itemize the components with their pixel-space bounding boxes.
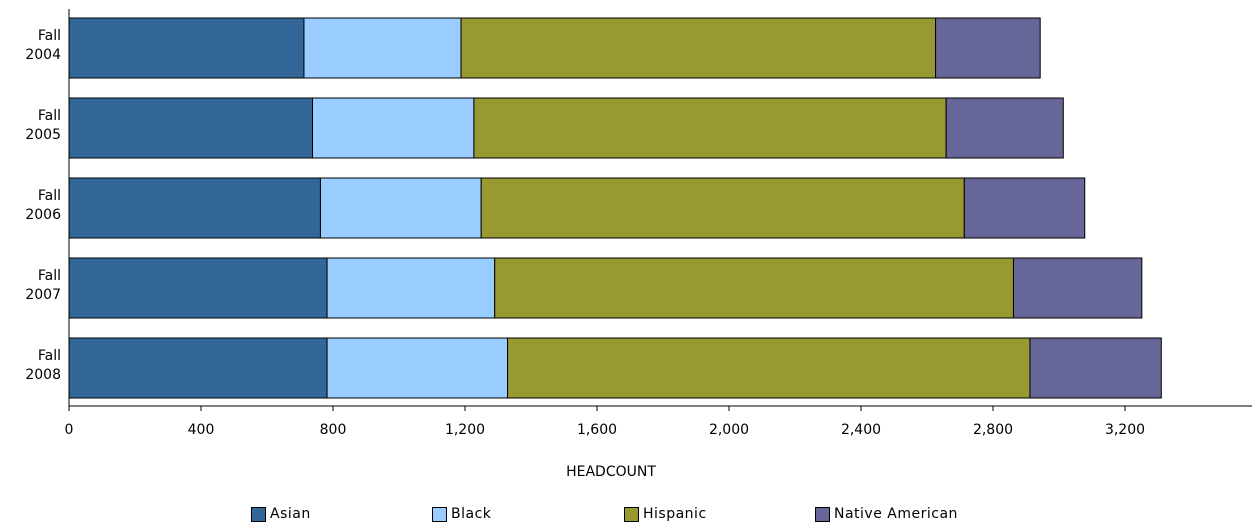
bar-asian-fall-2007: [68, 257, 328, 319]
x-tick-label: 2,000: [709, 422, 749, 438]
bar-native-american-fall-2007: [1012, 257, 1143, 319]
y-tick-label: Fall 2004: [25, 28, 61, 63]
bar-native-american-fall-2008: [1029, 337, 1162, 399]
legend-label: Native American: [834, 506, 958, 522]
x-tick-label: 400: [188, 422, 215, 438]
bar-black-fall-2004: [303, 17, 462, 79]
x-tick-label: 1,200: [445, 422, 485, 438]
legend-label: Asian: [270, 506, 311, 522]
bar-hispanic-fall-2004: [460, 17, 937, 79]
legend: Asian Black Hispanic Native American: [0, 506, 1254, 528]
legend-swatch: [815, 506, 830, 522]
x-tick-label: 2,400: [841, 422, 881, 438]
bar-hispanic-fall-2008: [507, 337, 1031, 399]
bar-black-fall-2007: [326, 257, 496, 319]
legend-label: Black: [451, 506, 492, 522]
legend-swatch: [432, 506, 447, 522]
bar-asian-fall-2005: [68, 97, 314, 159]
legend-swatch: [624, 506, 639, 522]
bar-asian-fall-2004: [68, 17, 305, 79]
legend-item-hispanic: Hispanic: [624, 506, 707, 522]
bars-group: [68, 17, 1162, 399]
x-tick-label: 0: [65, 422, 74, 438]
stacked-bar-chart: Fall 2004 Fall 2005 Fall 2006 Fall 2007 Fall 2008…: [25, 9, 1252, 480]
bar-black-fall-2008: [326, 337, 509, 399]
bar-black-fall-2006: [319, 177, 482, 239]
legend-item-asian: Asian: [251, 506, 311, 522]
x-tick-label: 800: [320, 422, 347, 438]
y-tick-label: Fall 2005: [25, 108, 61, 143]
bar-hispanic-fall-2006: [480, 177, 965, 239]
legend-label: Hispanic: [643, 506, 707, 522]
axes-group: Fall 2004 Fall 2005 Fall 2006 Fall 2007 Fall 2008…: [25, 9, 1252, 438]
bar-hispanic-fall-2007: [494, 257, 1014, 319]
bar-asian-fall-2006: [68, 177, 321, 239]
bar-hispanic-fall-2005: [473, 97, 947, 159]
y-tick-label: Fall 2007: [25, 268, 61, 303]
x-axis-title: HEADCOUNT: [566, 464, 656, 480]
x-tick-label: 1,600: [577, 422, 617, 438]
bar-native-american-fall-2004: [935, 17, 1041, 79]
legend-item-black: Black: [432, 506, 491, 522]
bar-black-fall-2005: [312, 97, 475, 159]
y-tick-label: Fall 2008: [25, 348, 61, 383]
bar-asian-fall-2008: [68, 337, 328, 399]
x-tick-label: 3,200: [1105, 422, 1145, 438]
y-tick-label: Fall 2006: [25, 188, 61, 223]
bar-native-american-fall-2005: [945, 97, 1064, 159]
x-tick-label: 2,800: [973, 422, 1013, 438]
legend-swatch: [251, 506, 266, 522]
bar-native-american-fall-2006: [963, 177, 1086, 239]
legend-item-native-american: Native American: [815, 506, 958, 522]
